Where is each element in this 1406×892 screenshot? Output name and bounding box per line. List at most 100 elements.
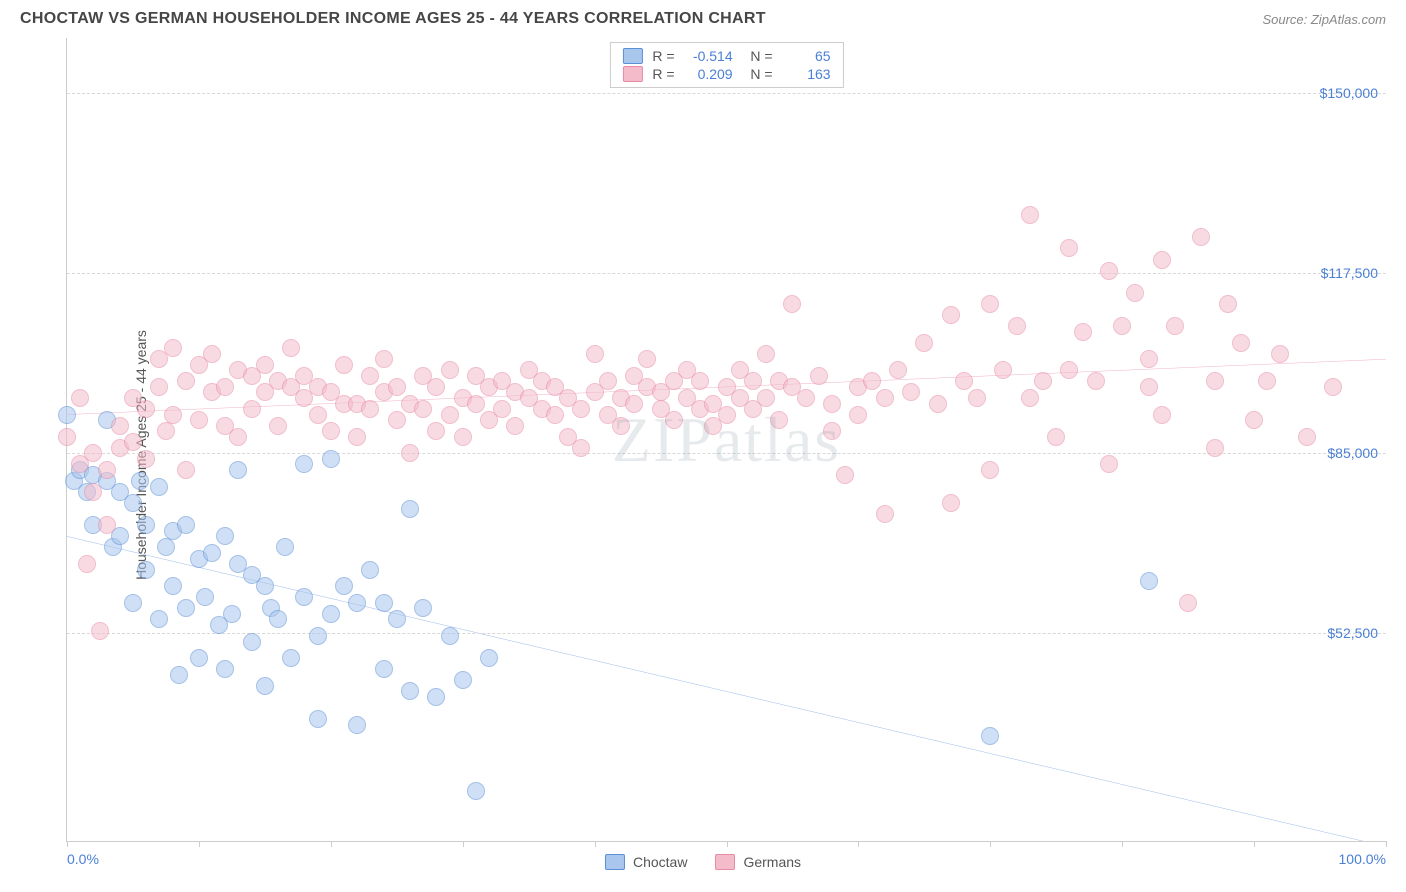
data-point [388, 378, 406, 396]
plot-area: ZIPatlas R =-0.514 N =65R =0.209 N =163 … [66, 38, 1386, 842]
n-label: N = [743, 48, 773, 64]
data-point [414, 400, 432, 418]
data-point [981, 295, 999, 313]
gridline [67, 93, 1386, 94]
data-point [876, 505, 894, 523]
data-point [493, 400, 511, 418]
n-label: N = [743, 66, 773, 82]
x-tick [595, 841, 596, 847]
data-point [902, 383, 920, 401]
data-point [1126, 284, 1144, 302]
data-point [203, 544, 221, 562]
x-tick [858, 841, 859, 847]
data-point [203, 345, 221, 363]
data-point [757, 389, 775, 407]
data-point [1219, 295, 1237, 313]
data-point [1206, 372, 1224, 390]
data-point [150, 378, 168, 396]
data-point [177, 461, 195, 479]
data-point [309, 627, 327, 645]
data-point [269, 610, 287, 628]
data-point [137, 516, 155, 534]
data-point [137, 450, 155, 468]
data-point [454, 428, 472, 446]
data-point [427, 422, 445, 440]
data-point [256, 356, 274, 374]
data-point [863, 372, 881, 390]
data-point [797, 389, 815, 407]
data-point [71, 389, 89, 407]
x-tick [990, 841, 991, 847]
data-point [295, 588, 313, 606]
data-point [1047, 428, 1065, 446]
data-point [1245, 411, 1263, 429]
n-value: 163 [783, 66, 831, 82]
x-tick [199, 841, 200, 847]
data-point [414, 599, 432, 617]
data-point [361, 400, 379, 418]
data-point [586, 345, 604, 363]
x-tick [67, 841, 68, 847]
data-point [124, 433, 142, 451]
data-point [388, 610, 406, 628]
data-point [506, 417, 524, 435]
x-tick-label: 100.0% [1339, 851, 1386, 867]
data-point [441, 627, 459, 645]
r-label: R = [652, 48, 674, 64]
data-point [981, 727, 999, 745]
data-point [322, 605, 340, 623]
legend-swatch [715, 854, 735, 870]
data-point [770, 411, 788, 429]
data-point [783, 295, 801, 313]
data-point [1192, 228, 1210, 246]
chart-title: CHOCTAW VS GERMAN HOUSEHOLDER INCOME AGE… [20, 10, 766, 28]
data-point [170, 666, 188, 684]
data-point [84, 444, 102, 462]
data-point [546, 406, 564, 424]
data-point [401, 500, 419, 518]
data-point [638, 350, 656, 368]
data-point [131, 472, 149, 490]
data-point [216, 527, 234, 545]
data-point [361, 367, 379, 385]
data-point [124, 494, 142, 512]
data-point [243, 400, 261, 418]
data-point [190, 411, 208, 429]
data-point [348, 716, 366, 734]
data-point [994, 361, 1012, 379]
data-point [1113, 317, 1131, 335]
r-label: R = [652, 66, 674, 82]
data-point [1060, 361, 1078, 379]
x-tick [1254, 841, 1255, 847]
data-point [1206, 439, 1224, 457]
data-point [58, 406, 76, 424]
gridline [67, 273, 1386, 274]
data-point [58, 428, 76, 446]
data-point [968, 389, 986, 407]
series-legend: ChoctawGermans [605, 854, 801, 870]
data-point [276, 538, 294, 556]
data-point [1008, 317, 1026, 335]
data-point [441, 406, 459, 424]
data-point [942, 306, 960, 324]
data-point [295, 455, 313, 473]
data-point [572, 439, 590, 457]
data-point [625, 395, 643, 413]
r-value: -0.514 [685, 48, 733, 64]
data-point [1034, 372, 1052, 390]
data-point [164, 406, 182, 424]
data-point [876, 389, 894, 407]
data-point [1100, 455, 1118, 473]
data-point [78, 555, 96, 573]
trendlines-svg [67, 38, 1386, 841]
data-point [335, 577, 353, 595]
data-point [1087, 372, 1105, 390]
data-point [309, 406, 327, 424]
legend-swatch [605, 854, 625, 870]
data-point [823, 395, 841, 413]
source-label: Source: ZipAtlas.com [1262, 12, 1386, 27]
data-point [572, 400, 590, 418]
data-point [454, 671, 472, 689]
data-point [124, 594, 142, 612]
data-point [177, 372, 195, 390]
